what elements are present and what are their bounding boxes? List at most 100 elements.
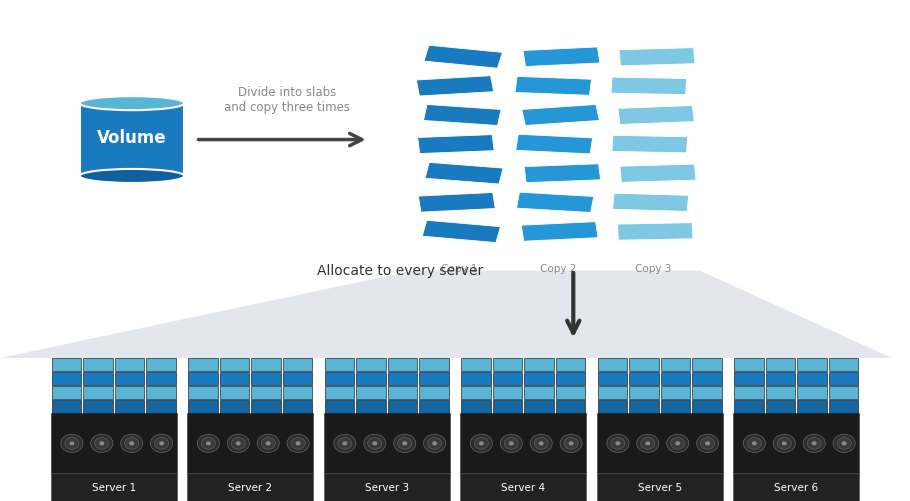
Polygon shape <box>523 48 600 68</box>
Ellipse shape <box>470 434 492 452</box>
Ellipse shape <box>402 441 407 445</box>
Ellipse shape <box>504 438 519 449</box>
Ellipse shape <box>569 441 573 445</box>
Ellipse shape <box>752 441 757 445</box>
Text: Server 4: Server 4 <box>501 482 545 492</box>
FancyBboxPatch shape <box>766 400 795 413</box>
FancyBboxPatch shape <box>693 386 722 399</box>
Text: Server 3: Server 3 <box>365 482 409 492</box>
Ellipse shape <box>155 438 168 449</box>
FancyBboxPatch shape <box>251 400 280 413</box>
Polygon shape <box>515 77 592 96</box>
Ellipse shape <box>667 434 689 452</box>
FancyBboxPatch shape <box>630 386 659 399</box>
Ellipse shape <box>501 434 522 452</box>
FancyBboxPatch shape <box>51 473 177 501</box>
FancyBboxPatch shape <box>734 386 764 399</box>
Ellipse shape <box>258 434 279 452</box>
FancyBboxPatch shape <box>829 359 858 372</box>
Ellipse shape <box>121 434 143 452</box>
Ellipse shape <box>201 438 216 449</box>
FancyBboxPatch shape <box>461 373 491 385</box>
FancyBboxPatch shape <box>219 359 249 372</box>
Ellipse shape <box>372 441 378 445</box>
Ellipse shape <box>807 438 821 449</box>
Polygon shape <box>423 105 501 126</box>
Ellipse shape <box>65 438 79 449</box>
Ellipse shape <box>287 434 309 452</box>
Ellipse shape <box>474 438 489 449</box>
FancyBboxPatch shape <box>461 359 491 372</box>
FancyBboxPatch shape <box>555 373 585 385</box>
FancyBboxPatch shape <box>188 359 217 372</box>
Ellipse shape <box>696 434 719 452</box>
Ellipse shape <box>747 438 762 449</box>
Ellipse shape <box>509 441 514 445</box>
Ellipse shape <box>701 438 714 449</box>
Ellipse shape <box>423 434 446 452</box>
Ellipse shape <box>607 434 629 452</box>
FancyBboxPatch shape <box>766 359 795 372</box>
FancyBboxPatch shape <box>115 386 144 399</box>
Text: Server 5: Server 5 <box>638 482 682 492</box>
FancyBboxPatch shape <box>524 400 553 413</box>
Text: Server 6: Server 6 <box>774 482 818 492</box>
FancyBboxPatch shape <box>693 359 722 372</box>
Ellipse shape <box>99 441 105 445</box>
FancyBboxPatch shape <box>829 373 858 385</box>
Ellipse shape <box>197 434 219 452</box>
FancyBboxPatch shape <box>733 473 859 501</box>
Ellipse shape <box>291 438 305 449</box>
Ellipse shape <box>534 438 548 449</box>
FancyBboxPatch shape <box>219 400 249 413</box>
Ellipse shape <box>342 441 348 445</box>
FancyBboxPatch shape <box>325 400 354 413</box>
FancyBboxPatch shape <box>282 373 312 385</box>
Ellipse shape <box>675 441 680 445</box>
FancyBboxPatch shape <box>630 359 659 372</box>
FancyBboxPatch shape <box>83 400 113 413</box>
Polygon shape <box>516 135 592 155</box>
FancyBboxPatch shape <box>693 400 722 413</box>
FancyBboxPatch shape <box>188 373 217 385</box>
FancyBboxPatch shape <box>524 359 553 372</box>
FancyBboxPatch shape <box>52 373 81 385</box>
FancyBboxPatch shape <box>187 413 313 473</box>
Ellipse shape <box>837 438 851 449</box>
Text: Divide into slabs
and copy three times: Divide into slabs and copy three times <box>224 86 349 114</box>
Ellipse shape <box>637 434 659 452</box>
FancyBboxPatch shape <box>661 359 691 372</box>
Ellipse shape <box>79 97 184 111</box>
Ellipse shape <box>150 434 173 452</box>
Ellipse shape <box>394 434 416 452</box>
Polygon shape <box>521 105 600 126</box>
FancyBboxPatch shape <box>797 400 826 413</box>
FancyBboxPatch shape <box>115 359 144 372</box>
Polygon shape <box>517 193 593 213</box>
FancyBboxPatch shape <box>83 373 113 385</box>
FancyBboxPatch shape <box>555 359 585 372</box>
FancyBboxPatch shape <box>251 359 280 372</box>
Polygon shape <box>425 163 503 185</box>
FancyBboxPatch shape <box>461 400 491 413</box>
FancyBboxPatch shape <box>598 373 628 385</box>
FancyBboxPatch shape <box>83 386 113 399</box>
FancyBboxPatch shape <box>52 400 81 413</box>
Ellipse shape <box>261 438 275 449</box>
FancyBboxPatch shape <box>734 373 764 385</box>
Ellipse shape <box>368 438 382 449</box>
FancyBboxPatch shape <box>219 386 249 399</box>
FancyBboxPatch shape <box>419 373 449 385</box>
Ellipse shape <box>79 169 184 184</box>
Ellipse shape <box>159 441 164 445</box>
FancyBboxPatch shape <box>460 413 586 473</box>
Polygon shape <box>418 135 494 154</box>
Ellipse shape <box>338 438 352 449</box>
FancyBboxPatch shape <box>325 386 354 399</box>
FancyBboxPatch shape <box>146 373 176 385</box>
Polygon shape <box>612 136 688 153</box>
Text: Volume: Volume <box>97 129 167 147</box>
FancyBboxPatch shape <box>356 400 386 413</box>
Ellipse shape <box>539 441 543 445</box>
FancyBboxPatch shape <box>661 373 691 385</box>
